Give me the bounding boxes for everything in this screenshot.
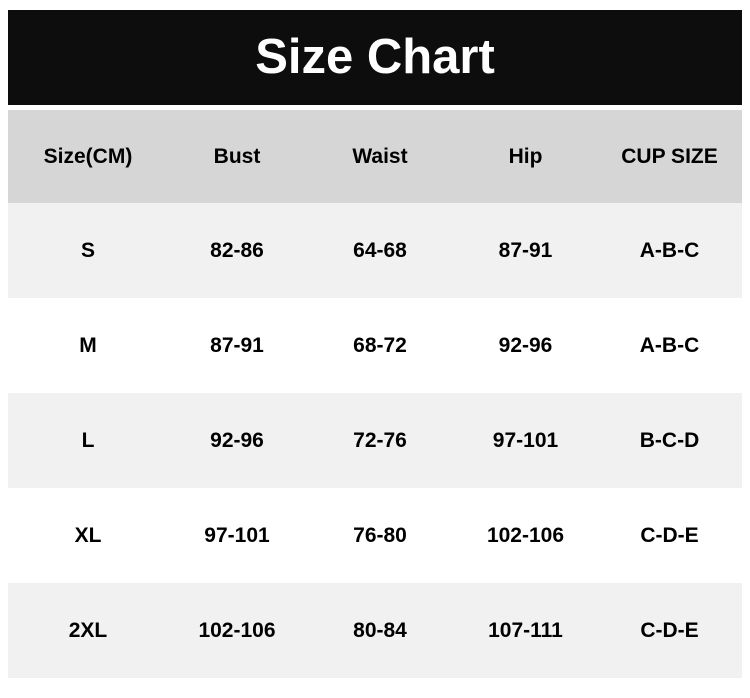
column-header-size: Size(CM)	[8, 110, 168, 203]
column-header-cup: CUP SIZE	[597, 110, 742, 203]
column-header-hip: Hip	[454, 110, 597, 203]
cell-cup: B-C-D	[597, 393, 742, 488]
cell-hip: 87-91	[454, 203, 597, 298]
cell-bust: 87-91	[168, 298, 306, 393]
cell-hip: 97-101	[454, 393, 597, 488]
cell-waist: 68-72	[306, 298, 454, 393]
cell-bust: 92-96	[168, 393, 306, 488]
cell-size: 2XL	[8, 583, 168, 678]
cell-bust: 97-101	[168, 488, 306, 583]
column-header-bust: Bust	[168, 110, 306, 203]
cell-bust: 82-86	[168, 203, 306, 298]
table-row: S 82-86 64-68 87-91 A-B-C	[8, 203, 742, 298]
cell-cup: C-D-E	[597, 488, 742, 583]
cell-waist: 64-68	[306, 203, 454, 298]
size-chart-table: Size(CM) Bust Waist Hip CUP SIZE S 82-86…	[8, 110, 742, 678]
cell-size: M	[8, 298, 168, 393]
page-title: Size Chart	[255, 30, 495, 84]
cell-hip: 107-111	[454, 583, 597, 678]
table-row: L 92-96 72-76 97-101 B-C-D	[8, 393, 742, 488]
table-header: Size(CM) Bust Waist Hip CUP SIZE	[8, 110, 742, 203]
cell-cup: A-B-C	[597, 203, 742, 298]
cell-waist: 80-84	[306, 583, 454, 678]
table-header-row: Size(CM) Bust Waist Hip CUP SIZE	[8, 110, 742, 203]
table-row: 2XL 102-106 80-84 107-111 C-D-E	[8, 583, 742, 678]
table-row: M 87-91 68-72 92-96 A-B-C	[8, 298, 742, 393]
cell-hip: 102-106	[454, 488, 597, 583]
table-row: XL 97-101 76-80 102-106 C-D-E	[8, 488, 742, 583]
table-body: S 82-86 64-68 87-91 A-B-C M 87-91 68-72 …	[8, 203, 742, 678]
cell-hip: 92-96	[454, 298, 597, 393]
size-chart-container: Size Chart Size(CM) Bust Waist Hip CUP S…	[8, 10, 742, 678]
cell-waist: 76-80	[306, 488, 454, 583]
size-chart-title-bar: Size Chart	[8, 10, 742, 105]
cell-cup: A-B-C	[597, 298, 742, 393]
cell-size: XL	[8, 488, 168, 583]
cell-cup: C-D-E	[597, 583, 742, 678]
column-header-waist: Waist	[306, 110, 454, 203]
cell-bust: 102-106	[168, 583, 306, 678]
cell-size: L	[8, 393, 168, 488]
cell-waist: 72-76	[306, 393, 454, 488]
cell-size: S	[8, 203, 168, 298]
